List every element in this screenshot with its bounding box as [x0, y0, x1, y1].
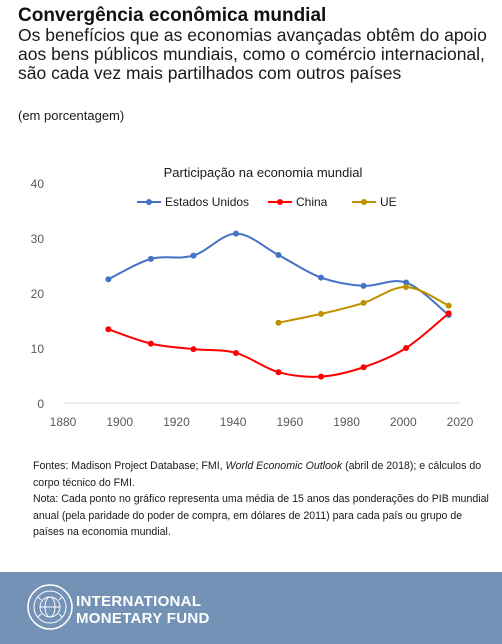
data-point — [318, 274, 325, 281]
data-point — [403, 279, 410, 286]
imf-seal-icon — [27, 584, 73, 630]
data-point — [318, 373, 325, 380]
x-tick-label: 1940 — [220, 415, 247, 429]
legend-label: China — [296, 195, 328, 209]
sources-suffix: (abril de 2018); e cálculos do corpo téc… — [33, 460, 482, 489]
org-name-line-2: MONETARY FUND — [76, 610, 210, 627]
data-point — [360, 299, 367, 306]
sources-publication: World Economic Outlook — [225, 460, 343, 472]
page-title: Convergência econômica mundial — [18, 5, 327, 26]
y-tick-label: 40 — [31, 177, 45, 191]
data-point — [147, 255, 154, 262]
data-point — [105, 326, 112, 333]
data-point — [403, 345, 410, 351]
y-tick-label: 0 — [37, 397, 44, 411]
data-point — [360, 364, 367, 371]
data-point — [147, 340, 154, 347]
data-point — [232, 349, 239, 356]
x-tick-label: 1880 — [50, 415, 77, 429]
y-tick-label: 20 — [31, 287, 45, 301]
page-subtitle: Os benefícios que as economias avançadas… — [18, 25, 487, 83]
legend-label: Estados Unidos — [165, 195, 249, 209]
line-chart: Participação na economia mundial Estados… — [31, 165, 474, 429]
data-point — [190, 346, 197, 353]
sources-text: Fontes: Madison Project Database; FMI, W… — [33, 458, 493, 491]
series-layer — [105, 230, 452, 380]
y-tick-label: 10 — [31, 342, 45, 356]
data-point — [105, 276, 112, 283]
data-point — [275, 252, 282, 259]
note-text: Nota: Cada ponto no gráfico representa u… — [33, 493, 489, 539]
x-tick-label: 2020 — [447, 415, 474, 429]
chart-legend: Estados Unidos China UE — [137, 195, 397, 209]
chart-notes: Fontes: Madison Project Database; FMI, W… — [33, 458, 493, 541]
data-point — [445, 310, 452, 317]
data-point — [445, 302, 452, 309]
data-point — [318, 310, 325, 317]
x-tick-label: 1920 — [163, 415, 190, 429]
data-point — [360, 282, 367, 289]
x-tick-label: 2000 — [390, 415, 417, 429]
data-point — [275, 369, 282, 376]
data-point — [232, 230, 239, 237]
axis-ticks: 0 10 20 30 40 1880 1900 1920 1940 1960 1980 2000 202… — [31, 177, 474, 429]
legend-swatch-marker — [146, 199, 152, 205]
x-tick-label: 1900 — [106, 415, 133, 429]
legend-label: UE — [380, 195, 397, 209]
legend-swatch-marker — [277, 199, 283, 205]
x-tick-label: 1980 — [333, 415, 360, 429]
org-name-line-1: INTERNATIONAL — [76, 593, 202, 610]
x-tick-label: 1960 — [277, 415, 304, 429]
unit-label: (em porcentagem) — [18, 108, 125, 123]
data-point — [275, 319, 282, 326]
chart-title: Participação na economia mundial — [164, 165, 363, 180]
series-line-0 — [107, 232, 450, 316]
y-tick-label: 30 — [31, 232, 45, 246]
data-point — [403, 283, 410, 290]
legend-swatch-marker — [361, 199, 367, 205]
imf-footer: INTERNATIONAL MONETARY FUND — [0, 572, 502, 644]
data-point — [190, 252, 197, 259]
sources-prefix: Fontes: Madison Project Database; FMI, — [33, 460, 226, 472]
